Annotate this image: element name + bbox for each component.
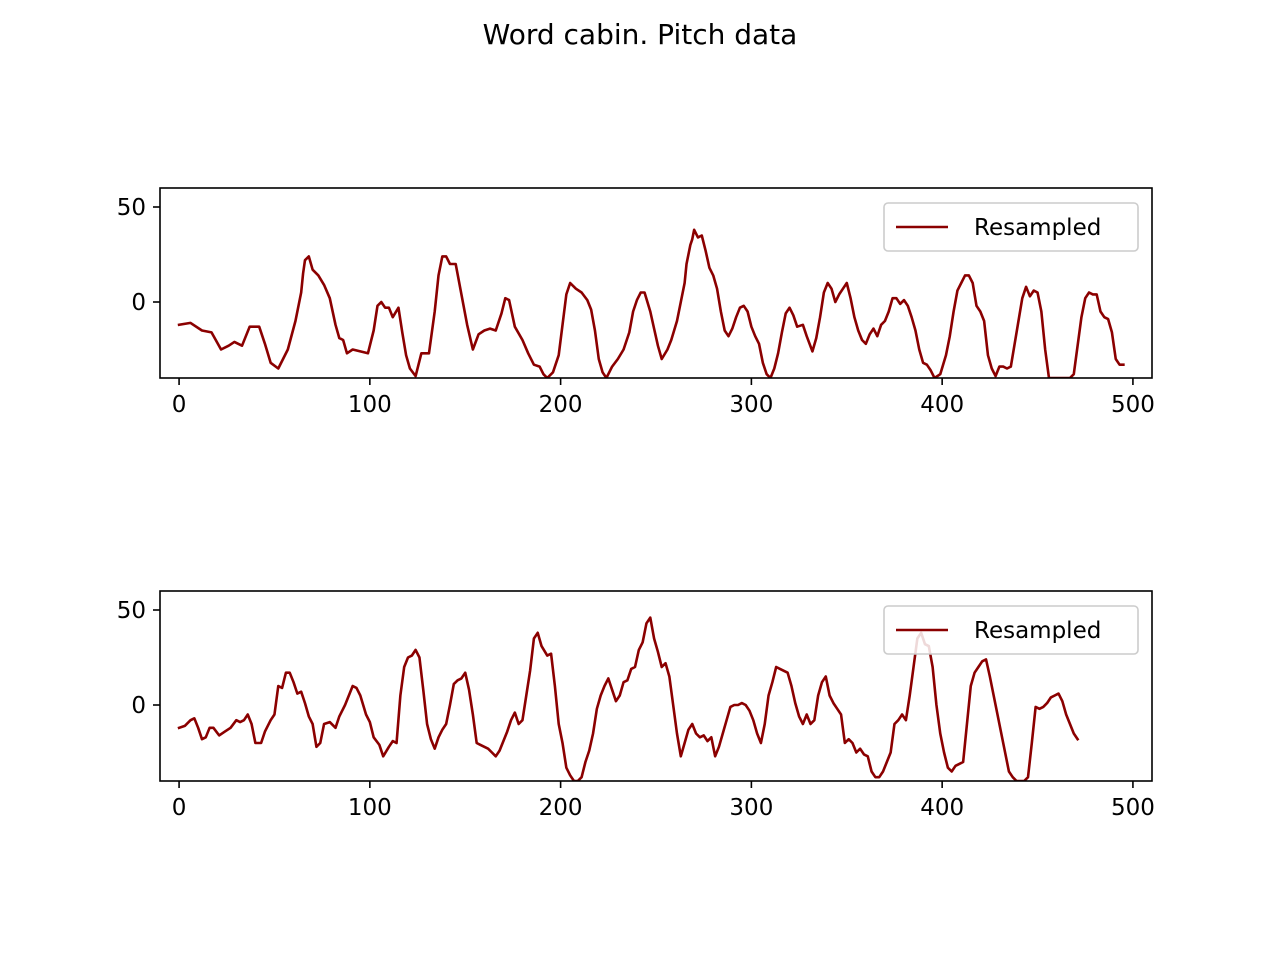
legend: Resampled bbox=[883, 202, 1139, 252]
series-line-1 bbox=[177, 228, 1125, 378]
legend-label: Resampled bbox=[974, 215, 1101, 241]
x-tick-label: 400 bbox=[920, 795, 964, 821]
legend: Resampled bbox=[883, 605, 1139, 655]
y-tick-label: 0 bbox=[131, 693, 146, 719]
x-tick-label: 200 bbox=[539, 392, 583, 418]
axes-frame bbox=[159, 590, 1153, 782]
x-tick-label: 500 bbox=[1111, 795, 1155, 821]
x-tick-label: 200 bbox=[539, 795, 583, 821]
legend-frame bbox=[883, 605, 1139, 655]
x-tick-label: 100 bbox=[348, 795, 392, 821]
x-tick-label: 100 bbox=[348, 392, 392, 418]
axes-frame bbox=[159, 187, 1153, 379]
legend-frame bbox=[883, 202, 1139, 252]
legend-label: Resampled bbox=[974, 618, 1101, 644]
subplot-1: 0 100 200 300 400 500 0 50 Resampled bbox=[117, 187, 1155, 418]
series-line-1 bbox=[177, 616, 1080, 781]
y-tick-label: 50 bbox=[117, 195, 146, 221]
x-tick-label: 500 bbox=[1111, 392, 1155, 418]
x-tick-label: 0 bbox=[172, 392, 187, 418]
y-tick-label: 50 bbox=[117, 598, 146, 624]
figure-title: Word cabin. Pitch data bbox=[483, 18, 798, 51]
x-tick-label: 400 bbox=[920, 392, 964, 418]
x-tick-label: 0 bbox=[172, 795, 187, 821]
x-tick-label: 300 bbox=[729, 392, 773, 418]
x-tick-label: 300 bbox=[729, 795, 773, 821]
subplot-2: 0 100 200 300 400 500 0 50 Resampled bbox=[117, 590, 1155, 821]
y-tick-label: 0 bbox=[131, 290, 146, 316]
